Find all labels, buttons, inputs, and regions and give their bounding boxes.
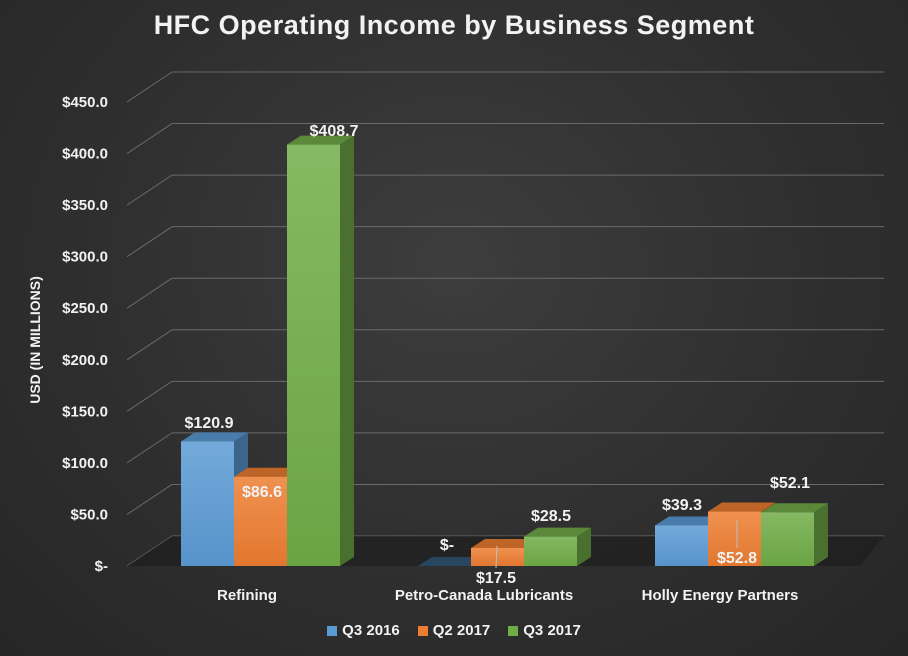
bar bbox=[708, 511, 761, 566]
data-label: $52.1 bbox=[770, 475, 810, 492]
gridline-side bbox=[126, 123, 173, 154]
bar-side-face bbox=[340, 135, 354, 566]
gridline-side bbox=[126, 484, 173, 515]
bar bbox=[287, 144, 340, 566]
bar bbox=[524, 536, 577, 566]
legend: Q3 2016 Q2 2017 Q3 2017 bbox=[0, 622, 908, 639]
bar bbox=[234, 476, 287, 566]
data-label: $17.5 bbox=[476, 570, 516, 587]
x-category-label: Holly Energy Partners bbox=[642, 587, 799, 604]
bar-top-face bbox=[524, 527, 591, 537]
y-tick-label: $250.0 bbox=[62, 300, 108, 317]
data-label: $52.8 bbox=[717, 550, 757, 567]
legend-label: Q3 2016 bbox=[342, 622, 400, 639]
bar bbox=[181, 441, 234, 566]
bar-top-face bbox=[471, 538, 538, 548]
gridline-side bbox=[126, 174, 173, 206]
data-label: $39.3 bbox=[662, 497, 702, 514]
bar-top-face bbox=[234, 467, 301, 477]
bar-top-face bbox=[761, 503, 828, 513]
gridline-side bbox=[126, 380, 173, 412]
legend-label: Q3 2017 bbox=[523, 622, 581, 639]
bar-top-face bbox=[181, 432, 248, 442]
data-label: $120.9 bbox=[185, 415, 234, 432]
gridline-side bbox=[126, 71, 173, 103]
legend-item-q3-2016: Q3 2016 bbox=[327, 622, 400, 639]
y-tick-label: $100.0 bbox=[62, 455, 108, 472]
bar-top-face bbox=[287, 135, 354, 145]
y-tick-label: $400.0 bbox=[62, 146, 108, 163]
data-label: $408.7 bbox=[310, 123, 359, 140]
chart-title: HFC Operating Income by Business Segment bbox=[153, 10, 755, 40]
y-tick-label: $300.0 bbox=[62, 249, 108, 266]
y-tick-label: $200.0 bbox=[62, 352, 108, 369]
legend-swatch bbox=[508, 625, 519, 636]
legend-label: Q2 2017 bbox=[432, 622, 491, 639]
gridline-side bbox=[126, 432, 173, 464]
y-axis-title: USD (IN MILLIONS) bbox=[27, 276, 43, 404]
y-tick-label: $150.0 bbox=[62, 403, 108, 420]
data-label: $86.6 bbox=[242, 484, 282, 501]
bar bbox=[471, 547, 524, 566]
y-tick-label: $450.0 bbox=[62, 94, 108, 111]
bar-top-face bbox=[655, 516, 722, 526]
bar bbox=[761, 512, 814, 566]
data-label: $28.5 bbox=[531, 508, 571, 525]
legend-item-q2-2017: Q2 2017 bbox=[417, 622, 491, 639]
bar-top-face bbox=[708, 502, 775, 512]
gridline-side bbox=[126, 226, 173, 258]
x-category-label: Refining bbox=[217, 587, 277, 604]
bar-side-face bbox=[814, 503, 828, 566]
y-tick-label: $350.0 bbox=[62, 197, 108, 214]
bar bbox=[655, 525, 708, 566]
legend-swatch bbox=[327, 625, 338, 636]
gridline-side bbox=[126, 277, 173, 309]
legend-swatch bbox=[417, 625, 428, 636]
leader-line bbox=[495, 545, 498, 569]
x-category-label: Petro-Canada Lubricants bbox=[395, 587, 573, 604]
y-tick-label: $50.0 bbox=[70, 506, 108, 523]
legend-item-q3-2017: Q3 2017 bbox=[508, 622, 581, 639]
y-tick-label: $- bbox=[95, 558, 108, 575]
bar-side-face bbox=[577, 527, 591, 566]
data-label: $- bbox=[440, 537, 454, 554]
gridline-side bbox=[126, 329, 173, 361]
bar bbox=[418, 557, 485, 566]
